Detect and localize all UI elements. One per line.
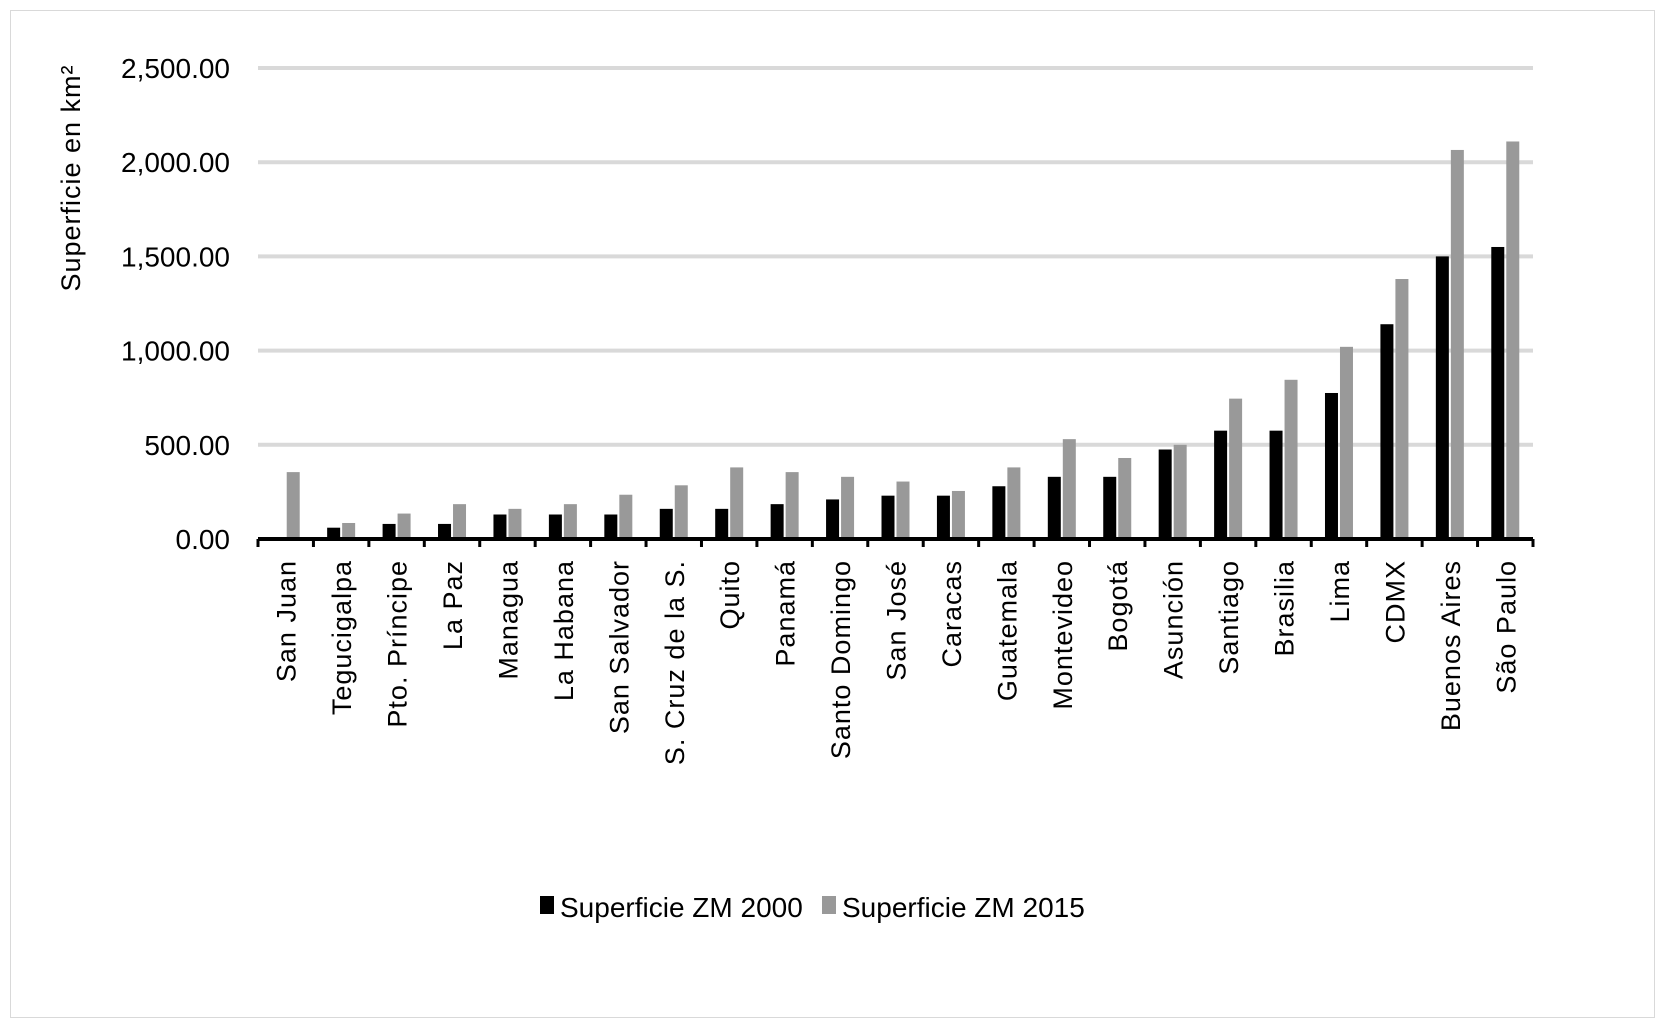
category-label: CDMX xyxy=(1380,560,1410,644)
bar-2015 xyxy=(397,513,411,539)
bar-2000 xyxy=(1158,449,1172,539)
category-label: Buenos Aires xyxy=(1436,560,1466,731)
bar-2015 xyxy=(730,467,744,539)
category-label: Lima xyxy=(1325,560,1355,623)
bar-2015 xyxy=(1284,379,1298,539)
y-tick-label: 2,000.00 xyxy=(121,147,230,178)
category-label: Pto. Príncipe xyxy=(383,560,413,728)
bar-2015 xyxy=(563,504,577,539)
bar-2015 xyxy=(1007,467,1021,539)
bar-2015 xyxy=(1395,279,1409,539)
category-label: La Paz xyxy=(438,560,468,650)
category-label: Brasilia xyxy=(1270,560,1300,657)
bar-2015 xyxy=(1118,457,1132,539)
legend-label: Superficie ZM 2000 xyxy=(560,892,803,923)
bar-2015 xyxy=(1506,141,1520,539)
category-label: Guatemala xyxy=(992,560,1022,701)
y-tick-label: 0.00 xyxy=(176,524,231,555)
bar-2000 xyxy=(659,508,673,539)
bar-2015 xyxy=(1450,149,1464,540)
bar-2000 xyxy=(1380,324,1394,539)
bar-2015 xyxy=(1229,398,1243,539)
bar-2015 xyxy=(1062,439,1076,539)
category-label: Montevideo xyxy=(1048,560,1078,710)
category-label: La Habana xyxy=(549,560,579,701)
category-label: San Salvador xyxy=(604,560,634,734)
y-axis-title: Superficie en km² xyxy=(56,64,86,291)
bar-2000 xyxy=(992,486,1006,539)
bar-2015 xyxy=(1339,346,1353,539)
bar-2000 xyxy=(936,495,950,539)
y-tick-label: 500.00 xyxy=(144,430,230,461)
bar-2015 xyxy=(841,476,855,539)
bar-2000 xyxy=(438,523,452,539)
bar-2000 xyxy=(1047,476,1061,539)
bar-2015 xyxy=(453,504,467,539)
category-label: São Paulo xyxy=(1491,560,1521,694)
bar-2000 xyxy=(1435,256,1449,539)
bar-2015 xyxy=(342,522,356,539)
bar-2015 xyxy=(286,472,300,539)
category-label: Quito xyxy=(715,560,745,630)
legend-swatch xyxy=(540,896,554,914)
legend: Superficie ZM 2000 Superficie ZM 2015 xyxy=(540,892,1085,923)
bar-2015 xyxy=(785,472,799,539)
bar-2000 xyxy=(770,504,784,539)
legend-swatch xyxy=(822,896,836,914)
bar-2000 xyxy=(1103,476,1117,539)
bars xyxy=(286,141,1520,540)
legend-label: Superficie ZM 2015 xyxy=(842,892,1085,923)
bar-2015 xyxy=(896,481,910,539)
bar-2015 xyxy=(1173,444,1187,539)
category-label: Asunción xyxy=(1159,560,1189,679)
x-axis-categories: San Juan Tegucigalpa Pto. Príncipe La Paz Ma… xyxy=(272,560,1522,765)
bar-2015 xyxy=(951,490,965,539)
bar-2000 xyxy=(1269,430,1283,539)
category-label: Santo Domingo xyxy=(826,560,856,759)
gridlines xyxy=(258,66,1533,447)
bar-2015 xyxy=(674,485,688,539)
bar-2000 xyxy=(881,495,895,539)
category-label: Panamá xyxy=(771,560,801,667)
bar-2000 xyxy=(604,514,618,539)
category-label: Bogotá xyxy=(1103,560,1133,652)
bar-2000 xyxy=(327,527,341,539)
bar-2015 xyxy=(508,508,522,539)
bar-2000 xyxy=(1491,246,1505,540)
bar-2000 xyxy=(382,523,396,539)
category-label: Tegucigalpa xyxy=(327,560,357,715)
category-label: Caracas xyxy=(937,560,967,668)
y-tick-label: 2,500.00 xyxy=(121,53,230,84)
x-axis xyxy=(256,537,1535,547)
category-label: San Juan xyxy=(272,560,302,682)
category-label: San José xyxy=(882,560,912,681)
category-label: Managua xyxy=(493,560,523,680)
bar-2015 xyxy=(619,494,633,539)
bar-2000 xyxy=(548,514,562,539)
y-tick-label: 1,000.00 xyxy=(121,336,230,367)
bar-2000 xyxy=(1214,430,1228,539)
bar-2000 xyxy=(1324,392,1338,539)
bar-2000 xyxy=(715,508,729,539)
bar-2000 xyxy=(826,499,840,539)
bar-2000 xyxy=(493,514,507,539)
category-label: S. Cruz de la S. xyxy=(660,560,690,765)
category-label: Santiago xyxy=(1214,560,1244,675)
y-axis-ticks: 0.00 500.00 1,000.00 1,500.00 2,000.00 2,500.… xyxy=(121,53,230,555)
y-tick-label: 1,500.00 xyxy=(121,241,230,272)
